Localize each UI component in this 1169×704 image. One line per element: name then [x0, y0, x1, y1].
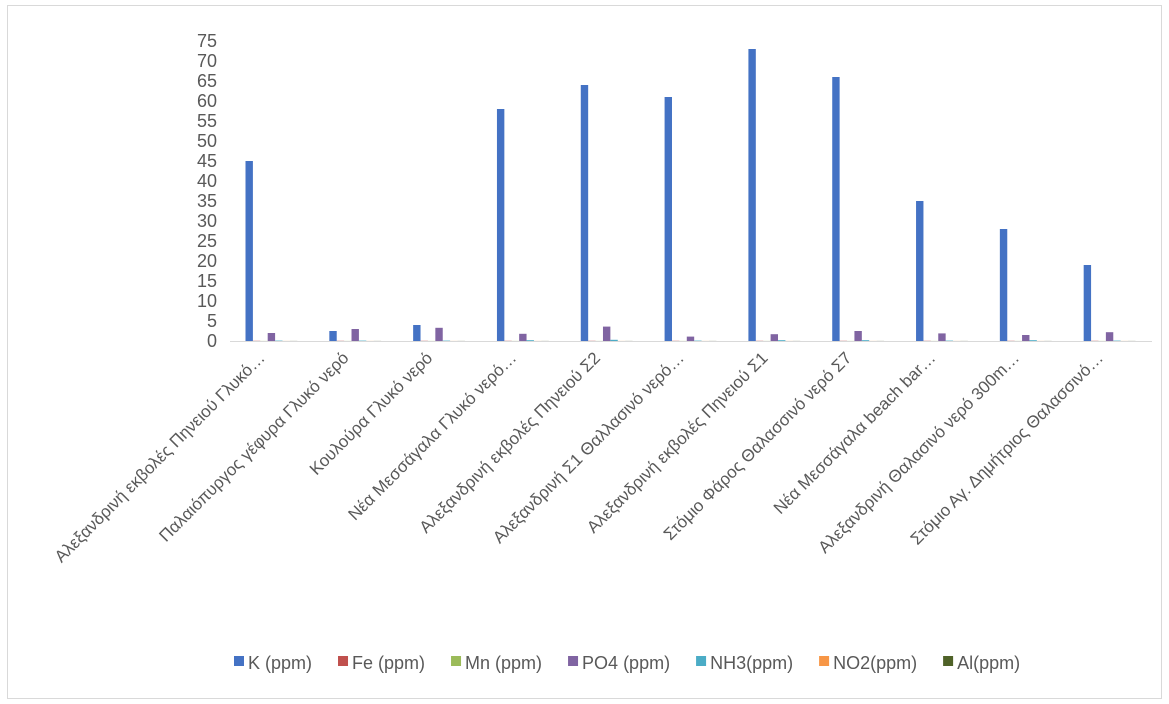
- bar-k-ppm-3: [496, 109, 505, 341]
- legend-swatch-fe-ppm: [338, 656, 349, 666]
- legend-swatch-nh3-ppm: [696, 656, 707, 666]
- legend-swatch-al-ppm: [943, 656, 954, 666]
- bar-nh3-ppm-4: [610, 339, 618, 341]
- bar-k-ppm-9: [999, 229, 1008, 341]
- legend-swatch-po4-ppm: [568, 656, 579, 666]
- y-tick-label: 55: [197, 111, 217, 131]
- bar-po4-ppm-2: [435, 327, 443, 341]
- y-tick-label: 30: [197, 211, 217, 231]
- y-tick-label: 5: [207, 311, 217, 331]
- legend-label-mn-ppm: Mn (ppm): [465, 653, 542, 673]
- y-tick-label: 65: [197, 71, 217, 91]
- bar-k-ppm-1: [329, 331, 337, 341]
- bar-k-ppm-6: [748, 49, 756, 341]
- bar-nh3-ppm-7: [861, 340, 870, 341]
- y-tick-label: 20: [197, 251, 217, 271]
- bar-po4-ppm-10: [1105, 332, 1114, 341]
- legend: K (ppm) Fe (ppm) Mn (ppm) PO4 (ppm) NH3(ppm)…: [234, 653, 1020, 673]
- bar-po4-ppm-4: [602, 326, 611, 341]
- bar-k-ppm-5: [664, 97, 672, 341]
- bar-k-ppm-4: [580, 85, 589, 341]
- bars-layer: [245, 49, 1136, 341]
- bar-po4-ppm-7: [854, 331, 862, 341]
- y-tick-label: 35: [197, 191, 217, 211]
- bar-k-ppm-0: [245, 161, 253, 341]
- x-category-labels: Αλεξανδρινή εκβολές Πηνειού Γλυκό…Παλαιό…: [51, 348, 1107, 566]
- bar-po4-ppm-1: [351, 329, 359, 341]
- x-category-label: Αλεξανδρινή εκβολές Πηνειού Σ2: [416, 348, 604, 536]
- bar-po4-ppm-3: [519, 333, 527, 341]
- y-tick-label: 10: [197, 291, 217, 311]
- y-tick-label: 50: [197, 131, 217, 151]
- bar-nh3-ppm-6: [778, 340, 786, 341]
- legend-label-nh3-ppm: NH3(ppm): [710, 653, 793, 673]
- bar-k-ppm-2: [413, 325, 421, 341]
- bar-po4-ppm-0: [267, 333, 276, 341]
- x-category-label: Στόμιο Φάρος Θαλασσινό νερό Σ7: [660, 348, 856, 544]
- x-category-label: Νέα Μεσσάγαλα Γλυκό νερό…: [345, 348, 521, 524]
- y-tick-label: 70: [197, 51, 217, 71]
- x-category-label: Νέα Μεσσάγαλα beach bar…: [770, 348, 939, 517]
- x-category-label: Αλεξανδρινή εκβολές Πηνειού Σ1: [583, 348, 771, 536]
- bar-k-ppm-10: [1083, 265, 1092, 341]
- legend-swatch-mn-ppm: [451, 656, 462, 666]
- bar-po4-ppm-5: [686, 336, 695, 341]
- bar-po4-ppm-8: [938, 333, 946, 341]
- legend-label-fe-ppm: Fe (ppm): [352, 653, 425, 673]
- y-tick-label: 40: [197, 171, 217, 191]
- bar-k-ppm-8: [916, 201, 924, 341]
- legend-swatch-no2-ppm: [819, 656, 830, 666]
- legend-label-al-ppm: Al(ppm): [957, 653, 1020, 673]
- bar-nh3-ppm-9: [1029, 340, 1037, 341]
- bar-po4-ppm-6: [770, 334, 779, 341]
- y-tick-label: 60: [197, 91, 217, 111]
- legend-label-k-ppm: K (ppm): [248, 653, 312, 673]
- y-tick-label: 25: [197, 231, 217, 251]
- legend-label-po4-ppm: PO4 (ppm): [582, 653, 670, 673]
- legend-label-no2-ppm: NO2(ppm): [833, 653, 917, 673]
- legend-swatch-k-ppm: [234, 656, 244, 666]
- y-tick-label: 0: [207, 331, 217, 351]
- y-tick-label: 75: [197, 31, 217, 51]
- y-tick-label: 15: [197, 271, 217, 291]
- bar-k-ppm-7: [832, 77, 840, 341]
- y-tick-label: 45: [197, 151, 217, 171]
- bar-nh3-ppm-3: [526, 340, 534, 341]
- x-category-label: Στόμιο Αγ. Δημήτριος Θαλασσινό…: [907, 348, 1107, 548]
- bar-po4-ppm-9: [1022, 335, 1030, 341]
